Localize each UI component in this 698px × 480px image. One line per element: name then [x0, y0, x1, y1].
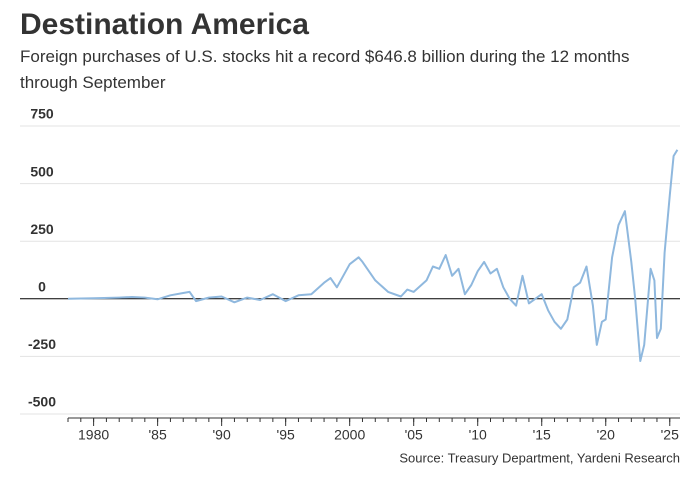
x-tick-label: '85: [148, 427, 166, 443]
subtitle-line: through September: [20, 73, 166, 92]
y-tick-label: 500: [30, 163, 54, 179]
chart-title: Destination America: [20, 8, 309, 41]
y-tick-label: 250: [30, 221, 54, 237]
subtitle-line: Foreign purchases of U.S. stocks hit a r…: [20, 47, 630, 66]
source: Source: Treasury Department, Yardeni Res…: [399, 450, 680, 465]
x-tick-label: 2000: [334, 427, 365, 443]
y-tick-label: 0: [38, 279, 46, 295]
x-tick-label: '95: [277, 427, 295, 443]
data-line: [67, 149, 679, 362]
x-tick-label: '05: [405, 427, 423, 443]
y-tick-label: -250: [28, 336, 56, 352]
x-tick-label: '25: [661, 427, 679, 443]
x-tick-label: '90: [213, 427, 231, 443]
x-tick-label: '20: [597, 427, 615, 443]
y-tick-label: 750: [30, 106, 54, 122]
x-tick-label: '15: [533, 427, 551, 443]
x-tick-label: '10: [469, 427, 487, 443]
y-tick-label: -500: [28, 394, 56, 410]
chart-subtitle: Foreign purchases of U.S. stocks hit a r…: [20, 47, 630, 92]
x-tick-label: 1980: [78, 427, 109, 443]
